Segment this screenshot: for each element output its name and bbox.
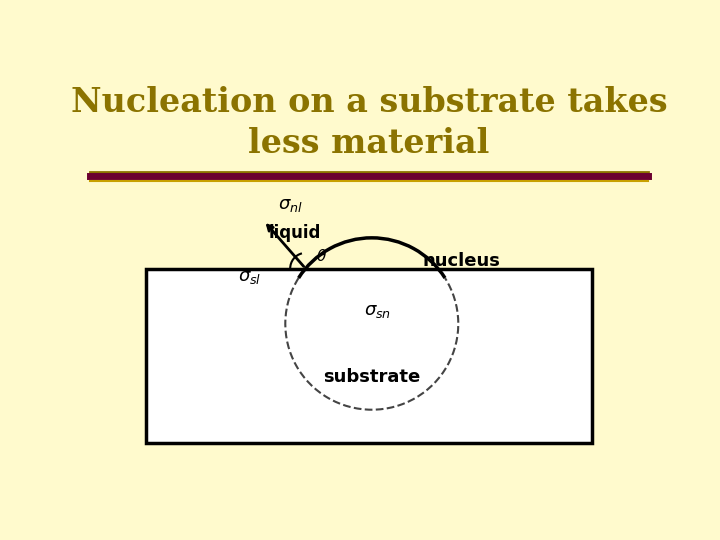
Text: nucleus: nucleus	[422, 252, 500, 270]
Text: Nucleation on a substrate takes: Nucleation on a substrate takes	[71, 86, 667, 119]
Text: substrate: substrate	[323, 368, 420, 386]
Text: $\theta$: $\theta$	[315, 248, 327, 265]
Text: liquid: liquid	[268, 224, 320, 242]
Text: $\sigma_{sl}$: $\sigma_{sl}$	[238, 268, 261, 286]
Text: $\sigma_{nl}$: $\sigma_{nl}$	[278, 197, 302, 214]
Text: $\sigma_{sn}$: $\sigma_{sn}$	[364, 302, 391, 320]
Bar	[145, 268, 593, 443]
Text: less material: less material	[248, 127, 490, 160]
